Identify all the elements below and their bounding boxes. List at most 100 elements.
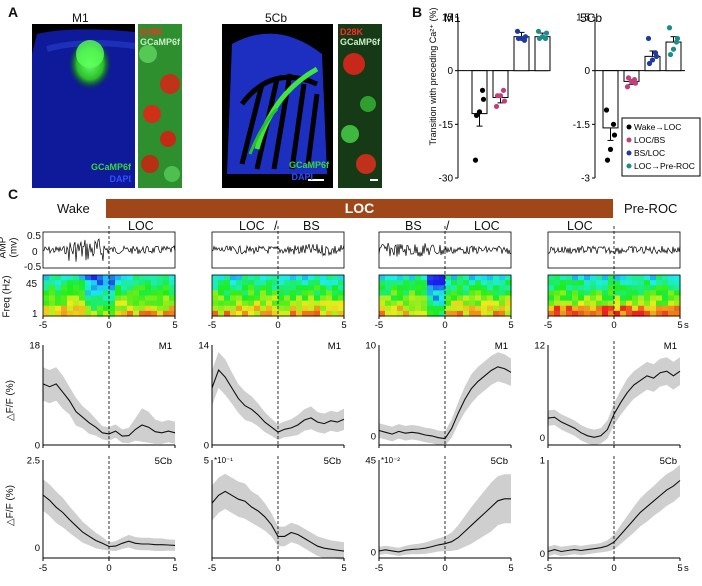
bar-chart-title: M1 bbox=[444, 11, 461, 25]
spec-cell bbox=[224, 300, 231, 307]
spec-cell bbox=[73, 275, 80, 281]
region-label: M1 bbox=[495, 341, 508, 352]
legend-label: BS/LOC bbox=[634, 148, 665, 158]
spec-cell bbox=[103, 285, 110, 291]
spec-cell bbox=[163, 290, 170, 297]
spec-cell bbox=[302, 275, 309, 281]
spec-cell bbox=[85, 280, 92, 286]
spec-cell bbox=[487, 290, 494, 297]
spec-cell bbox=[151, 275, 158, 281]
spec-cell bbox=[620, 295, 627, 302]
spec-cell bbox=[236, 280, 243, 286]
spec-cell bbox=[409, 295, 416, 302]
spec-cell bbox=[409, 280, 416, 286]
spec-cell bbox=[415, 290, 422, 297]
spec-cell bbox=[326, 300, 333, 307]
spec-cell bbox=[397, 280, 404, 286]
spec-cell bbox=[332, 300, 339, 307]
spec-cell bbox=[97, 300, 104, 307]
spec-cell bbox=[218, 310, 225, 317]
spec-cell bbox=[481, 310, 488, 317]
spec-cell bbox=[79, 300, 86, 307]
spec-cell bbox=[43, 310, 50, 317]
spec-cell bbox=[391, 275, 398, 281]
spec-cell bbox=[67, 290, 74, 297]
spec-cell bbox=[505, 295, 512, 302]
spec-cell bbox=[415, 295, 422, 302]
spec-cell bbox=[596, 275, 603, 281]
spec-cell bbox=[644, 275, 651, 281]
spec-cell bbox=[248, 295, 255, 302]
spec-cell bbox=[169, 280, 176, 286]
spec-cell bbox=[578, 295, 585, 302]
spec-cell bbox=[254, 300, 261, 307]
spec-cell bbox=[662, 305, 669, 312]
spec-cell bbox=[43, 290, 50, 297]
legend-box bbox=[621, 117, 701, 177]
spec-cell bbox=[584, 285, 591, 291]
spec-cell bbox=[290, 285, 297, 291]
spec-cell bbox=[145, 295, 152, 302]
spec-cell bbox=[338, 275, 345, 281]
m1-image-title: M1 bbox=[72, 11, 89, 25]
spec-cell bbox=[55, 310, 62, 317]
spec-cell bbox=[85, 285, 92, 291]
spec-cell bbox=[385, 305, 392, 312]
spec-cell bbox=[596, 300, 603, 307]
spec-cell bbox=[320, 285, 327, 291]
spec-cell bbox=[133, 300, 140, 307]
spec-cell bbox=[133, 295, 140, 302]
col2-header-right: BS bbox=[303, 219, 320, 233]
spec-cell bbox=[668, 280, 675, 286]
spec-cell bbox=[296, 305, 303, 312]
spec-cell bbox=[668, 285, 675, 291]
spec-cell bbox=[674, 310, 681, 317]
spec-cell bbox=[85, 290, 92, 297]
spec-cell bbox=[314, 290, 321, 297]
spec-cell bbox=[61, 310, 68, 317]
spec-cell bbox=[439, 310, 446, 317]
spec-cell bbox=[427, 305, 434, 312]
spec-cell bbox=[379, 275, 386, 281]
spec-cell bbox=[590, 290, 597, 297]
spec-cell bbox=[290, 275, 297, 281]
spec-cell bbox=[560, 285, 567, 291]
spec-cell bbox=[602, 300, 609, 307]
spec-cell bbox=[397, 310, 404, 317]
data-point bbox=[607, 146, 614, 152]
spec-cell bbox=[266, 290, 273, 297]
spec-cell bbox=[445, 275, 452, 281]
spec-cell bbox=[379, 305, 386, 312]
spec-cell bbox=[505, 305, 512, 312]
spec-cell bbox=[421, 285, 428, 291]
spec-cell bbox=[397, 305, 404, 312]
dff-M1-col1: 18 0 M1 bbox=[29, 341, 176, 452]
spec-cell bbox=[614, 285, 621, 291]
spec-cell bbox=[644, 310, 651, 317]
spec-cell bbox=[254, 280, 261, 286]
spec-cell bbox=[475, 285, 482, 291]
spec-cell bbox=[668, 305, 675, 312]
spec-cell bbox=[578, 275, 585, 281]
wake-label: Wake bbox=[57, 201, 90, 216]
data-point bbox=[535, 28, 542, 34]
spec-cell bbox=[433, 295, 440, 302]
spec-cell bbox=[260, 285, 267, 291]
spec-cell bbox=[463, 295, 470, 302]
spec-cell bbox=[427, 300, 434, 307]
sem-band bbox=[548, 357, 680, 445]
spec-cell bbox=[463, 280, 470, 286]
spec-cell bbox=[650, 295, 657, 302]
spec-cell bbox=[674, 285, 681, 291]
spec-cell bbox=[79, 305, 86, 312]
spec-cell bbox=[151, 310, 158, 317]
spec-cell bbox=[614, 280, 621, 286]
dff-5Cb-col2: 5 *10⁻¹ 5Cb -5 0 5 bbox=[204, 456, 347, 575]
spec-cell bbox=[139, 290, 146, 297]
spec-cell bbox=[284, 300, 291, 307]
spec-cell bbox=[242, 310, 249, 317]
spec-cell bbox=[73, 280, 80, 286]
cb-stain1-label: GCaMP6f bbox=[288, 160, 329, 170]
spec-cell bbox=[260, 310, 267, 317]
spec-cell bbox=[445, 280, 452, 286]
